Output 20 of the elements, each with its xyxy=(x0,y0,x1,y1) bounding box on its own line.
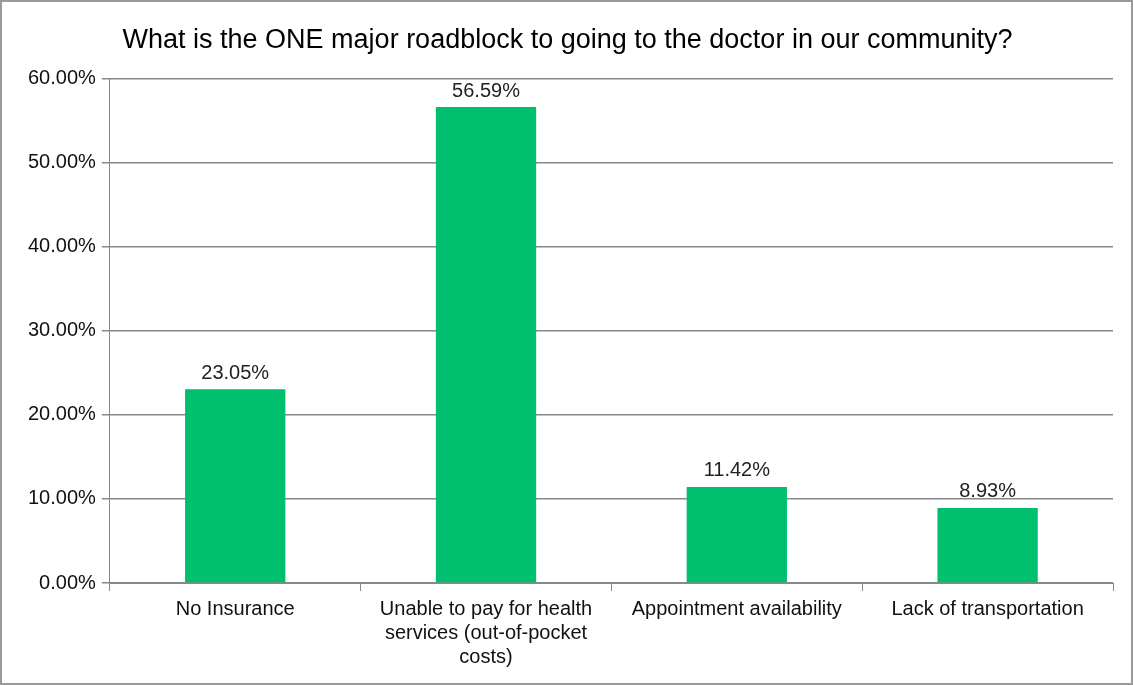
bar xyxy=(435,107,537,583)
data-label: 8.93% xyxy=(959,479,1017,502)
y-tick-label: 20.00% xyxy=(27,402,97,425)
bar xyxy=(937,507,1038,583)
data-label: 56.59% xyxy=(452,78,521,101)
bar xyxy=(686,486,787,583)
x-tick-label: Unable to pay for health services (out-of-pocket costs) xyxy=(379,596,593,667)
bar xyxy=(185,389,286,583)
data-label: 11.42% xyxy=(703,458,771,481)
x-tick-label: Lack of transportation xyxy=(891,596,1084,619)
data-label: 23.05% xyxy=(201,360,270,383)
y-tick-label: 50.00% xyxy=(27,150,97,173)
x-tick-label: No Insurance xyxy=(175,596,295,619)
y-tick-label: 60.00% xyxy=(27,65,97,88)
y-tick-label: 0.00% xyxy=(39,570,97,593)
y-tick-label: 30.00% xyxy=(27,318,97,341)
x-tick-label: Appointment availability xyxy=(631,596,842,619)
y-tick-label: 10.00% xyxy=(27,486,97,509)
y-tick-label: 40.00% xyxy=(27,234,97,257)
chart-title: What is the ONE major roadblock to going to the doctor in our community? xyxy=(122,23,1013,54)
